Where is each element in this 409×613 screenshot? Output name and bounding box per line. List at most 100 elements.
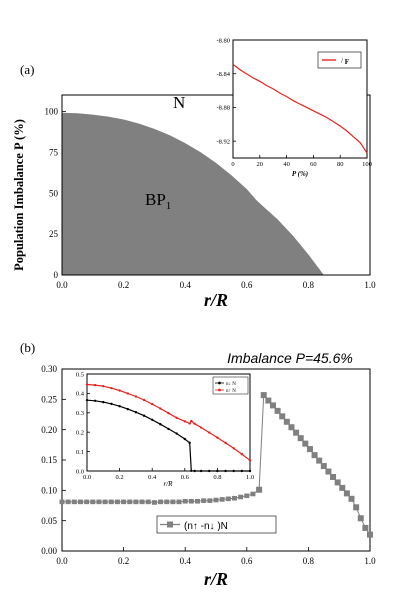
x-tick-label: 40	[283, 161, 290, 168]
y-tick-label: 25	[49, 229, 59, 239]
bp1-region	[62, 112, 324, 275]
inset-b-data-point	[85, 383, 89, 386]
inset-a: 0 20 40 60 80 100 -8.80 -8.84 -8.88 -8.92 P (%) / F	[216, 37, 371, 178]
inset-b: 0.0 0.2 0.4 0.6 0.8 1.0 0.0 0.1 0.2 0.3 0.4 0.5 r/R n…	[76, 371, 254, 488]
inset-b-x-label: r/R	[164, 480, 174, 488]
data-line	[62, 393, 371, 535]
x-tick-label: 0.8	[303, 280, 315, 290]
y-tick-label: 0.3	[76, 410, 84, 417]
inset-b-data-point	[151, 418, 154, 421]
inset-b-data-point	[167, 411, 170, 415]
panel-a: 0.0 0.2 0.4 0.6 0.8 1.0 0 25 50 75 100 (a) N BP1 r/R Po…	[12, 62, 376, 310]
inset-b-data-point	[175, 416, 178, 420]
inset-b-data-point	[248, 459, 252, 462]
inset-b-legend-label: n↑ N	[226, 389, 236, 394]
plot-frame	[86, 373, 251, 472]
region-label-bp1-sub: 1	[166, 200, 172, 212]
inset-a-legend-box	[317, 51, 362, 69]
x-tick-label: 0.2	[116, 474, 124, 481]
inset-a-line	[232, 63, 368, 154]
inset-b-data-point	[134, 411, 138, 414]
y-tick-label: 50	[49, 188, 59, 198]
inset-a-legend-sub: F	[345, 58, 349, 66]
region-label-bp1: BP1	[145, 190, 171, 212]
inset-a-legend-label: / F	[341, 57, 349, 66]
inset-b-data-point	[142, 414, 146, 417]
region-label-normal: N	[173, 93, 185, 112]
panel-b: 0.0 0.2 0.4 0.6 0.8 1.0 0.00 0.05 0.10 0.15 0.20 0.…	[20, 340, 376, 589]
inset-b-data-point	[126, 392, 129, 395]
y-tick-label: 0.15	[41, 455, 57, 465]
y-tick-label: 0.30	[41, 364, 57, 374]
inset-b-data-point	[193, 422, 196, 425]
y-tick-label: 0.5	[76, 371, 84, 378]
x-tick-label: 0.6	[181, 474, 190, 481]
inset-b-legend-marker	[218, 388, 221, 392]
x-tick-label: 100	[362, 161, 372, 168]
y-tick-label: 0.25	[41, 394, 57, 404]
y-tick-label: -8.92	[216, 138, 230, 145]
x-tick-label: 1.0	[364, 280, 376, 290]
inset-b-data-point	[118, 405, 121, 408]
inset-b-data-point	[190, 469, 193, 473]
inset-b-data-point	[224, 441, 227, 445]
inset-b-data-point	[183, 420, 186, 423]
inset-b-data-point	[151, 402, 154, 406]
y-tick-label: -8.88	[216, 105, 230, 112]
inset-b-data-point	[248, 469, 252, 473]
inset-b-data-point	[190, 419, 193, 423]
y-tick-label: -8.80	[216, 37, 230, 44]
panel-label-a: (a)	[20, 62, 34, 77]
inset-b-data-point	[93, 399, 97, 402]
x-tick-label: 0.0	[56, 556, 68, 566]
inset-b-data-point	[193, 469, 196, 473]
inset-b-data-point	[142, 398, 146, 402]
x-tick-label: 0.2	[118, 280, 129, 290]
inset-b-data-point	[188, 422, 191, 425]
x-tick-label: 1.0	[364, 556, 376, 566]
y-tick-label: 0.05	[41, 516, 57, 526]
inset-b-data-point	[240, 452, 244, 456]
x-tick-label: 0.8	[303, 556, 315, 566]
inset-b-data-point	[93, 383, 97, 387]
panel-label-b: (b)	[20, 340, 35, 355]
inset-b-data-point	[224, 469, 227, 473]
x-axis-label-b: r/R	[204, 569, 228, 589]
y-tick-label: 0.00	[41, 546, 57, 556]
y-tick-label: 0.4	[76, 391, 85, 398]
y-tick-label: 0.1	[76, 449, 84, 456]
x-tick-label: 0.0	[83, 474, 91, 481]
inset-a-x-label: P (%)	[292, 170, 308, 178]
x-tick-label: 1.0	[246, 474, 254, 481]
inset-b-data-point	[167, 427, 170, 431]
legend-label-b: (n↑ -n↓ )N	[184, 521, 228, 532]
x-axis-label-a: r/R	[204, 290, 228, 310]
inset-b-data-point	[159, 423, 162, 426]
inset-b-data-point	[232, 447, 235, 450]
inset-b-legend-label: n↓ N	[226, 382, 236, 387]
inset-b-data-point	[102, 400, 105, 404]
x-tick-label: 20	[257, 161, 264, 168]
x-tick-label: 0.4	[180, 280, 192, 290]
inset-b-data-point	[126, 407, 129, 411]
y-tick-label: 75	[49, 147, 59, 157]
inset-b-data-point	[208, 469, 211, 473]
inset-b-data-point	[188, 441, 191, 445]
y-tick-label: 0.2	[76, 429, 84, 436]
y-tick-label: 100	[45, 107, 59, 117]
inset-b-data-point	[102, 385, 105, 388]
inset-b-data-point	[216, 469, 219, 473]
data-point	[367, 531, 373, 538]
x-tick-label: 0	[231, 161, 234, 168]
x-tick-label: 0.6	[241, 556, 253, 566]
inset-b-data-point	[110, 386, 113, 390]
plot-frame-top	[61, 94, 371, 276]
inset-b-data-point	[216, 436, 219, 439]
inset-b-data-point	[199, 426, 203, 429]
inset-b-data-point	[159, 407, 162, 410]
y-axis-label-a: Population Imbalance P (%)	[12, 119, 26, 271]
x-tick-label: 60	[310, 161, 317, 168]
inset-b-data-point	[118, 389, 121, 392]
legend-swatch-marker-b	[167, 521, 173, 528]
